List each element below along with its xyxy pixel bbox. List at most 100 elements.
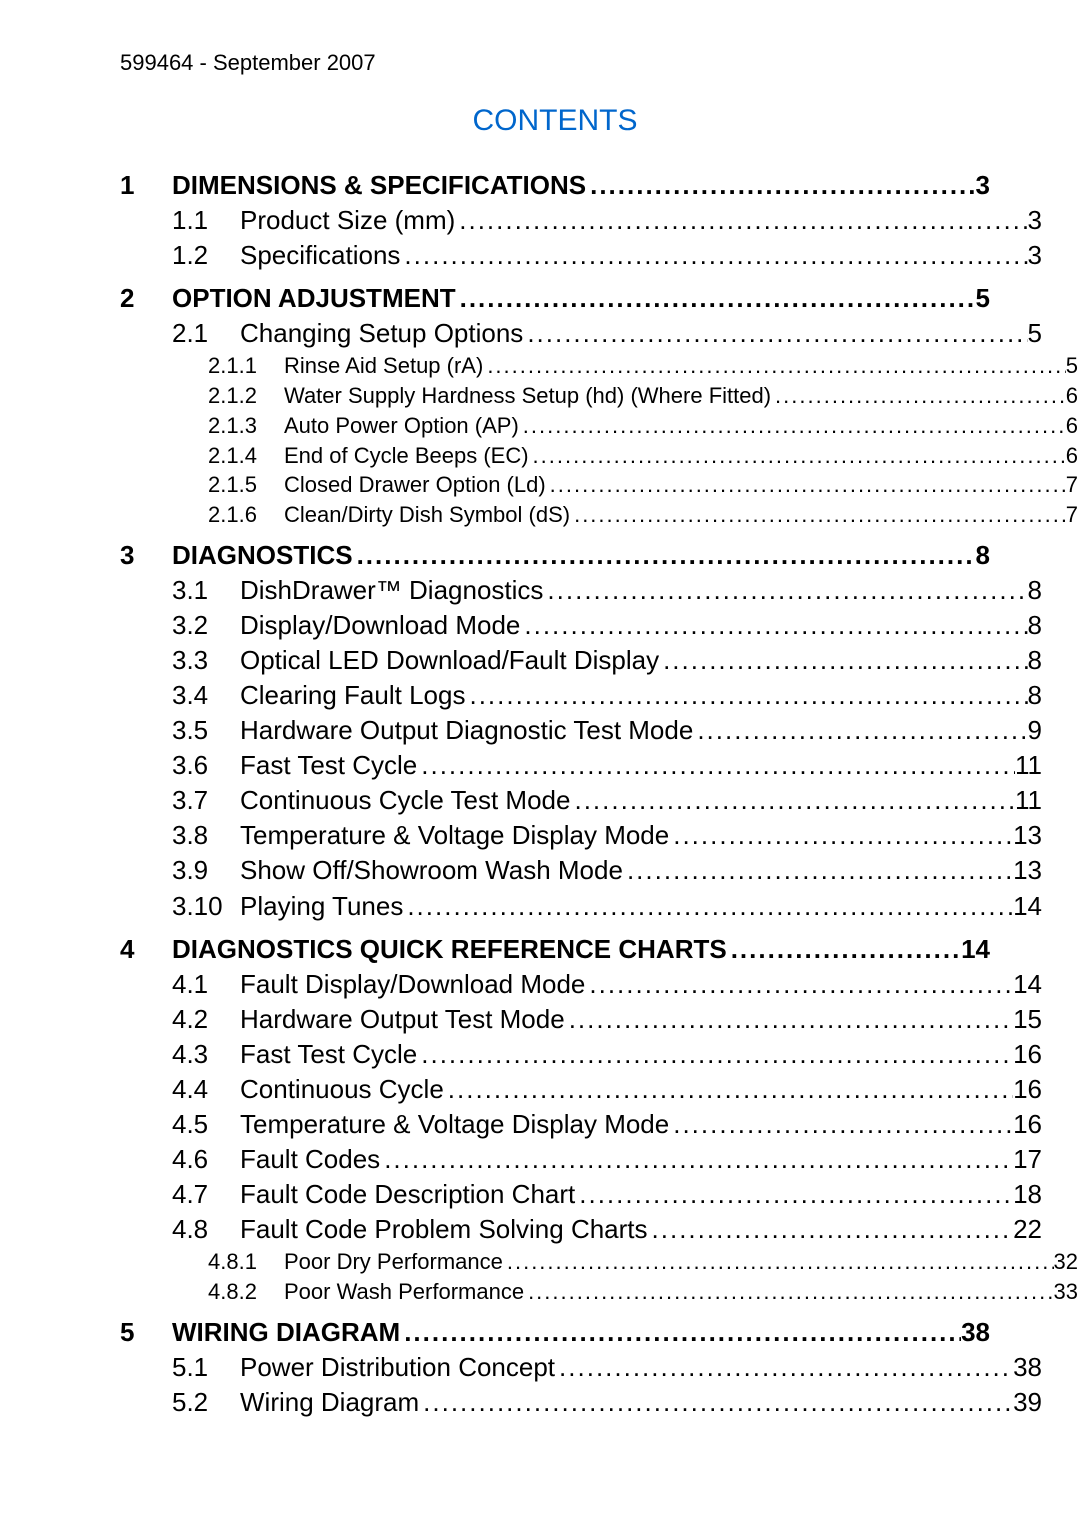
toc-entry: 3.10Playing Tunes14 [120,889,1042,924]
toc-entry: 4.2Hardware Output Test Mode15 [120,1002,1042,1037]
toc-entry: 1.2Specifications3 [120,238,1042,273]
toc-leader-dots [419,1385,1013,1420]
toc-leader-dots [520,608,1027,643]
toc-leader-dots [659,643,1027,678]
toc-entry-label: Fault Codes [240,1142,380,1177]
toc-entry-number: 5.1 [172,1350,240,1385]
toc-leader-dots [570,500,1066,530]
toc-entry: 2.1.4End of Cycle Beeps (EC)6 [120,441,1078,471]
toc-entry: 3.9Show Off/Showroom Wash Mode13 [120,853,1042,888]
document-header: 599464 - September 2007 [120,50,990,76]
toc-entry-number: 4.4 [172,1072,240,1107]
toc-entry-number: 2.1.5 [208,470,284,500]
toc-entry-number: 2 [120,281,172,316]
toc-entry: 3.5Hardware Output Diagnostic Test Mode9 [120,713,1042,748]
toc-entry-label: Rinse Aid Setup (rA) [284,351,483,381]
toc-entry-number: 2.1 [172,316,240,351]
toc-leader-dots [456,281,976,316]
toc-leader-dots [483,351,1065,381]
toc-entry: 4.3Fast Test Cycle16 [120,1037,1042,1072]
toc-entry: 4.8.2Poor Wash Performance33 [120,1277,1078,1307]
toc-entry-number: 3.4 [172,678,240,713]
toc-entry: 2.1.1Rinse Aid Setup (rA) 5 [120,351,1078,381]
toc-entry-page: 11 [1015,748,1042,783]
toc-leader-dots [669,818,1013,853]
toc-leader-dots [555,1350,1013,1385]
toc-entry-page: 7 [1066,470,1078,500]
toc-entry-number: 2.1.3 [208,411,284,441]
toc-entry-number: 3.2 [172,608,240,643]
toc-entry-page: 13 [1013,818,1042,853]
toc-leader-dots [570,783,1015,818]
toc-entry: 3.8Temperature & Voltage Display Mode13 [120,818,1042,853]
toc-leader-dots [523,316,1027,351]
toc-entry: 5.1Power Distribution Concept 38 [120,1350,1042,1385]
toc-entry-label: DishDrawer™ Diagnostics [240,573,543,608]
toc-entry-page: 13 [1013,853,1042,888]
toc-leader-dots [455,203,1027,238]
toc-entry: 5WIRING DIAGRAM38 [120,1315,990,1350]
toc-entry-number: 2.1.1 [208,351,284,381]
toc-entry: 4.1Fault Display/Download Mode14 [120,967,1042,1002]
toc-entry: 3.2Display/Download Mode8 [120,608,1042,643]
toc-leader-dots [417,1037,1013,1072]
toc-entry-page: 8 [1028,643,1042,678]
toc-entry-number: 2.1.6 [208,500,284,530]
toc-leader-dots [727,932,961,967]
toc-entry-label: Show Off/Showroom Wash Mode [240,853,623,888]
toc-entry-number: 3.3 [172,643,240,678]
toc-leader-dots [693,713,1027,748]
toc-leader-dots [648,1212,1014,1247]
toc-entry-number: 5 [120,1315,172,1350]
toc-leader-dots [771,381,1066,411]
toc-entry-page: 6 [1066,411,1078,441]
toc-entry-page: 14 [1013,889,1042,924]
toc-leader-dots [529,441,1066,471]
toc-leader-dots [519,411,1066,441]
toc-entry-label: Clean/Dirty Dish Symbol (dS) [284,500,570,530]
toc-entry-number: 3.8 [172,818,240,853]
toc-leader-dots [465,678,1027,713]
toc-entry-number: 4.8 [172,1212,240,1247]
toc-entry-label: Changing Setup Options [240,316,523,351]
toc-entry-number: 1.1 [172,203,240,238]
toc-entry-number: 4.5 [172,1107,240,1142]
toc-entry-page: 5 [1028,316,1042,351]
toc-entry-number: 4.8.1 [208,1247,284,1277]
toc-entry-number: 4.1 [172,967,240,1002]
toc-entry-label: Poor Wash Performance [284,1277,524,1307]
toc-entry-label: Power Distribution Concept [240,1350,555,1385]
toc-entry-page: 7 [1066,500,1078,530]
toc-entry-label: Continuous Cycle Test Mode [240,783,570,818]
toc-entry-label: Playing Tunes [240,889,403,924]
toc-entry: 4.6Fault Codes17 [120,1142,1042,1177]
toc-entry-label: Fault Code Description Chart [240,1177,575,1212]
toc-entry: 4.4Continuous Cycle16 [120,1072,1042,1107]
toc-entry-page: 11 [1015,783,1042,818]
toc-entry: 3.7Continuous Cycle Test Mode11 [120,783,1042,818]
toc-entry-page: 8 [1028,573,1042,608]
toc-leader-dots [623,853,1013,888]
toc-entry-label: Hardware Output Test Mode [240,1002,565,1037]
toc-entry-page: 16 [1013,1072,1042,1107]
toc-entry-label: Specifications [240,238,400,273]
toc-entry: 4.8.1Poor Dry Performance32 [120,1247,1078,1277]
toc-entry: 3.3Optical LED Download/Fault Display 8 [120,643,1042,678]
toc-entry: 3.6Fast Test Cycle11 [120,748,1042,783]
toc-entry-page: 38 [1013,1350,1042,1385]
toc-leader-dots [524,1277,1053,1307]
toc-entry-number: 4.3 [172,1037,240,1072]
toc-entry-page: 8 [1028,678,1042,713]
toc-leader-dots [400,1315,961,1350]
toc-entry-page: 6 [1066,381,1078,411]
toc-entry: 2.1.5Closed Drawer Option (Ld)7 [120,470,1078,500]
toc-entry-page: 3 [1028,203,1042,238]
toc-entry-page: 5 [1066,351,1078,381]
toc-entry-label: Optical LED Download/Fault Display [240,643,659,678]
toc-entry: 3.4Clearing Fault Logs8 [120,678,1042,713]
toc-leader-dots [353,538,976,573]
toc-entry-number: 4.2 [172,1002,240,1037]
toc-leader-dots [403,889,1013,924]
toc-entry-page: 17 [1013,1142,1042,1177]
toc-leader-dots [585,967,1013,1002]
